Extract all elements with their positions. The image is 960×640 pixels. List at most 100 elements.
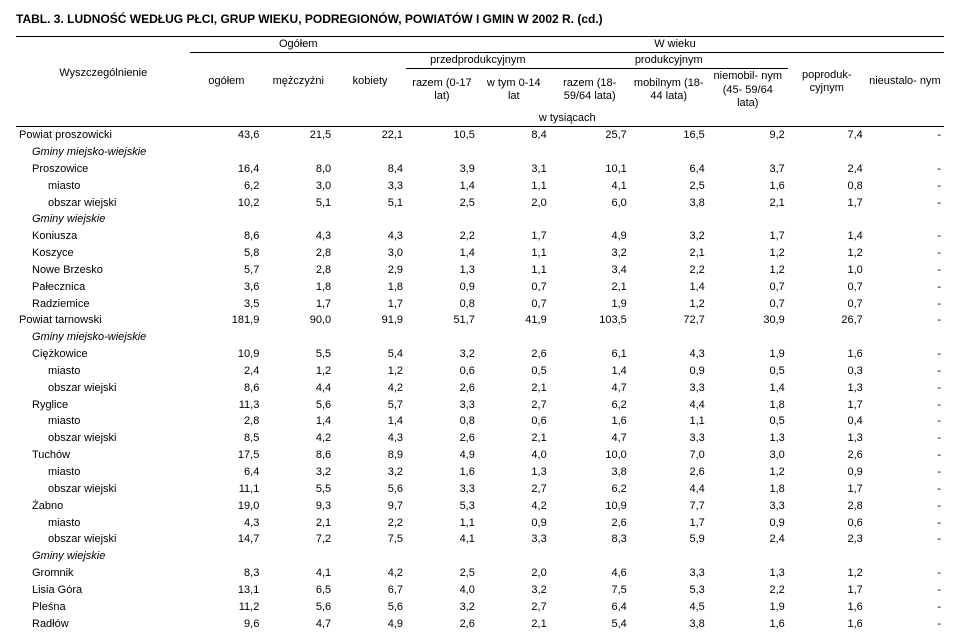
row-label: obszar wiejski (16, 380, 190, 397)
cell-value: 2,6 (406, 430, 478, 447)
cell-value: 2,1 (708, 195, 788, 212)
cell-value: 5,4 (550, 616, 630, 633)
hdr-razem1859: razem (18-59/64 lata) (550, 69, 630, 111)
cell-value: 0,8 (788, 178, 866, 195)
cell-value: 2,1 (478, 380, 550, 397)
cell-value: - (866, 616, 944, 633)
cell-value: 6,2 (550, 397, 630, 414)
cell-value: 4,9 (334, 616, 406, 633)
cell-value: 4,1 (406, 531, 478, 548)
row-label: miasto (16, 363, 190, 380)
cell-empty (406, 211, 478, 228)
cell-value: 9,6 (190, 616, 262, 633)
cell-value: 9,7 (334, 498, 406, 515)
cell-value: 1,1 (478, 178, 550, 195)
cell-value: 1,2 (630, 296, 708, 313)
cell-value: 2,1 (630, 245, 708, 262)
hdr-wtym014: w tym 0-14 lat (478, 69, 550, 111)
cell-value: 10,5 (406, 127, 478, 144)
cell-value: 1,4 (406, 178, 478, 195)
cell-value: 4,4 (630, 481, 708, 498)
row-label: Koniusza (16, 228, 190, 245)
cell-empty (788, 144, 866, 161)
cell-value: 3,2 (630, 228, 708, 245)
cell-value: - (866, 178, 944, 195)
cell-value: 1,4 (406, 245, 478, 262)
cell-value: 8,6 (190, 380, 262, 397)
cell-value: 8,3 (550, 531, 630, 548)
cell-value: 4,5 (630, 599, 708, 616)
cell-value: 5,6 (334, 481, 406, 498)
cell-value: 181,9 (190, 312, 262, 329)
row-label: obszar wiejski (16, 531, 190, 548)
hdr-wyszczegolnienie: Wyszczególnienie (16, 37, 190, 111)
cell-empty (334, 144, 406, 161)
cell-empty (630, 329, 708, 346)
cell-value: - (866, 380, 944, 397)
row-label: obszar wiejski (16, 481, 190, 498)
cell-empty (262, 144, 334, 161)
cell-value: 4,3 (190, 515, 262, 532)
cell-value: 7,5 (550, 582, 630, 599)
table-row: Koszyce5,82,83,01,41,13,22,11,21,2- (16, 245, 944, 262)
cell-value: 72,7 (630, 312, 708, 329)
cell-empty (478, 211, 550, 228)
cell-value: 1,1 (406, 515, 478, 532)
table-body: Powiat proszowicki43,621,522,110,58,425,… (16, 127, 944, 633)
cell-value: 22,1 (334, 127, 406, 144)
cell-value: 5,4 (334, 346, 406, 363)
cell-value: - (866, 413, 944, 430)
cell-value: 6,4 (190, 464, 262, 481)
cell-value: 3,3 (630, 565, 708, 582)
hdr-ogolem-group: Ogółem (190, 37, 406, 53)
cell-value: 10,9 (190, 346, 262, 363)
cell-value: 3,3 (478, 531, 550, 548)
cell-value: 3,3 (708, 498, 788, 515)
cell-value: - (866, 515, 944, 532)
cell-empty (478, 548, 550, 565)
cell-value: 1,6 (788, 346, 866, 363)
cell-value: 3,2 (550, 245, 630, 262)
cell-value: 1,6 (406, 464, 478, 481)
row-label: Tuchów (16, 447, 190, 464)
cell-value: 1,4 (708, 380, 788, 397)
cell-value: - (866, 228, 944, 245)
cell-value: - (866, 498, 944, 515)
cell-value: 5,7 (334, 397, 406, 414)
cell-value: 5,1 (262, 195, 334, 212)
cell-value: 1,6 (708, 616, 788, 633)
cell-value: 1,3 (406, 262, 478, 279)
cell-value: - (866, 161, 944, 178)
cell-value: 1,9 (708, 346, 788, 363)
cell-value: 1,7 (788, 481, 866, 498)
cell-value: 1,2 (334, 363, 406, 380)
cell-value: 0,7 (478, 279, 550, 296)
table-row: obszar wiejski10,25,15,12,52,06,03,82,11… (16, 195, 944, 212)
cell-value: 1,1 (478, 262, 550, 279)
cell-empty (262, 211, 334, 228)
table-row: Nowe Brzesko5,72,82,91,31,13,42,21,21,0- (16, 262, 944, 279)
cell-value: 0,5 (708, 363, 788, 380)
cell-value: 1,7 (262, 296, 334, 313)
cell-value: 0,7 (478, 296, 550, 313)
cell-value: 4,2 (334, 565, 406, 582)
hdr-mezczyzni: mężczyźni (262, 53, 334, 111)
cell-empty (866, 548, 944, 565)
cell-value: - (866, 312, 944, 329)
cell-value: 1,1 (630, 413, 708, 430)
cell-value: 91,9 (334, 312, 406, 329)
cell-value: 4,9 (406, 447, 478, 464)
cell-value: 6,2 (550, 481, 630, 498)
cell-value: 2,6 (788, 447, 866, 464)
cell-value: 2,9 (334, 262, 406, 279)
cell-value: 0,9 (788, 464, 866, 481)
table-row: Powiat tarnowski181,990,091,951,741,9103… (16, 312, 944, 329)
cell-value: 5,6 (262, 397, 334, 414)
cell-value: 5,7 (190, 262, 262, 279)
hdr-poproduk: poproduk- cyjnym (788, 53, 866, 111)
cell-value: 5,5 (262, 346, 334, 363)
cell-value: 1,4 (550, 363, 630, 380)
row-label: Powiat tarnowski (16, 312, 190, 329)
table-row: Radłów9,64,74,92,62,15,43,81,61,6- (16, 616, 944, 633)
cell-value: 1,6 (788, 599, 866, 616)
